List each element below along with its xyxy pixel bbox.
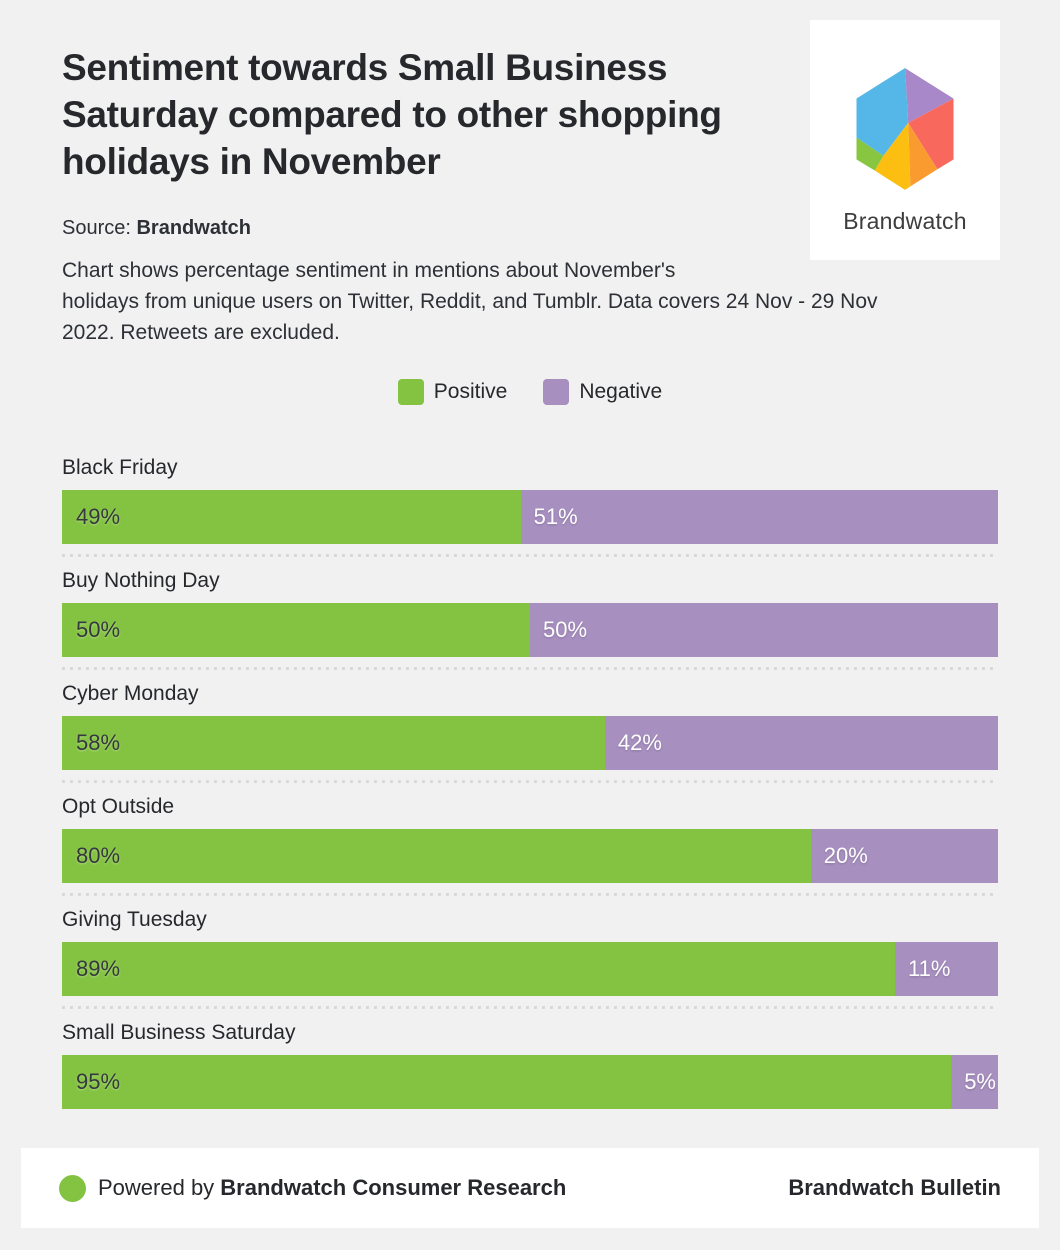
positive-value-label: 80%: [76, 843, 121, 868]
legend: Positive Negative: [62, 378, 998, 405]
logo-purple-segment: [905, 68, 954, 123]
footer-bar: Powered by Brandwatch Consumer Research …: [21, 1148, 1039, 1228]
bar-row: Giving Tuesday 89% 11%: [62, 907, 998, 1009]
powered-by-brand: Brandwatch Consumer Research: [220, 1175, 567, 1200]
logo-red-segment: [908, 98, 954, 170]
brandwatch-logo-card: Brandwatch: [810, 20, 1000, 260]
bar-row: Black Friday 49% 51%: [62, 455, 998, 557]
bar-track: 80% 20%: [62, 829, 998, 883]
logo-blue-segment: [856, 68, 909, 156]
bar-track: 58% 42%: [62, 716, 998, 770]
negative-bar-segment: 20%: [810, 829, 998, 883]
legend-label: Negative: [579, 379, 663, 403]
bar-category-label: Buy Nothing Day: [62, 569, 220, 592]
bar-category-label: Giving Tuesday: [62, 908, 207, 931]
bar-track: 50% 50%: [62, 603, 998, 657]
negative-bar-segment: 11%: [895, 942, 998, 996]
negative-value-label: 20%: [823, 843, 868, 868]
row-separator: [62, 1006, 998, 1009]
legend-swatch-icon: [543, 378, 570, 405]
brandwatch-wordmark: Brandwatch: [843, 208, 967, 234]
bar-row: Buy Nothing Day 50% 50%: [62, 568, 998, 670]
logo-yellow-segment: [874, 122, 911, 190]
bar-track: 95% 5%: [62, 1055, 998, 1109]
positive-value-label: 50%: [76, 617, 121, 642]
bar-row: Small Business Saturday 95% 5%: [62, 1020, 998, 1109]
positive-bar-segment: 49%: [62, 490, 521, 544]
negative-value-label: 5%: [964, 1069, 996, 1094]
logo-green-segment: [856, 137, 884, 171]
row-separator: [62, 893, 998, 896]
negative-bar-segment: 5%: [951, 1055, 998, 1109]
legend-label: Positive: [433, 379, 508, 403]
positive-value-label: 89%: [76, 956, 121, 981]
logo-orange-segment: [908, 122, 938, 187]
positive-value-label: 58%: [76, 730, 121, 755]
row-separator: [62, 780, 998, 783]
bar-track: 49% 51%: [62, 490, 998, 544]
row-separator: [62, 667, 998, 670]
positive-bar-segment: 95%: [62, 1055, 952, 1109]
bars: Black Friday 49% 51% Buy Nothing Day 50%…: [62, 455, 998, 1109]
bar-track: 89% 11%: [62, 942, 998, 996]
footer-bulletin-text: Brandwatch Bulletin: [788, 1175, 1001, 1200]
negative-bar-segment: 51%: [520, 490, 998, 544]
positive-value-label: 95%: [76, 1069, 121, 1094]
negative-value-label: 11%: [908, 956, 951, 981]
page-title: Sentiment towards Small Business Saturda…: [62, 47, 722, 182]
legend-item: Positive: [397, 378, 508, 405]
positive-value-label: 49%: [76, 504, 121, 529]
chart-description: Chart shows percentage sentiment in ment…: [62, 259, 878, 344]
bar-category-label: Cyber Monday: [62, 682, 199, 705]
legend-item: Negative: [543, 378, 663, 405]
footer-powered-by: Powered by Brandwatch Consumer Research: [59, 1174, 567, 1202]
negative-bar-segment: 42%: [604, 716, 998, 770]
negative-value-label: 50%: [543, 617, 588, 642]
brandwatch-hexagon-logo-icon: [856, 68, 954, 190]
bar-category-label: Small Business Saturday: [62, 1021, 296, 1044]
bar-category-label: Black Friday: [62, 456, 178, 479]
negative-value-label: 42%: [617, 730, 662, 755]
positive-bar-segment: 80%: [62, 829, 811, 883]
bar-row: Cyber Monday 58% 42%: [62, 681, 998, 783]
positive-bar-segment: 89%: [62, 942, 896, 996]
source-label: Source:: [62, 217, 137, 239]
source-value: Brandwatch: [136, 217, 251, 239]
legend-swatch-icon: [397, 378, 424, 405]
bar-category-label: Opt Outside: [62, 795, 175, 818]
positive-bar-segment: 58%: [62, 716, 605, 770]
content-area: Sentiment towards Small Business Saturda…: [0, 44, 1060, 1109]
powered-by-text: Powered by Brandwatch Consumer Research: [98, 1175, 567, 1200]
source-line: Source: Brandwatch: [62, 215, 998, 241]
negative-bar-segment: 50%: [530, 603, 998, 657]
bar-row: Opt Outside 80% 20%: [62, 794, 998, 896]
positive-bar-segment: 50%: [62, 603, 530, 657]
negative-value-label: 51%: [533, 504, 578, 529]
row-separator: [62, 554, 998, 557]
green-dot-icon: [59, 1174, 86, 1202]
